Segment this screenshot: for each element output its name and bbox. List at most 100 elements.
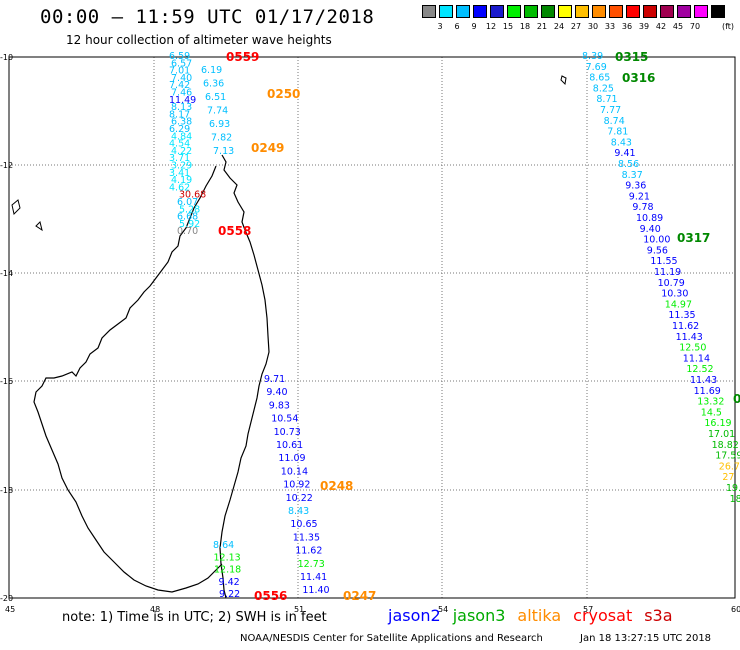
wave-height-value: 9.40 [640, 224, 661, 235]
pass-id-label: 0 [733, 392, 740, 406]
wave-height-value: 0.70 [177, 226, 198, 237]
wave-height-value: 5.92 [179, 219, 200, 230]
madagascar-coastline [11, 75, 567, 599]
wave-height-value: 5.28 [179, 204, 200, 215]
lat-tick-label: -12 [0, 161, 13, 170]
wave-height-value: 11.43 [690, 375, 717, 386]
wave-height-value: 7.69 [586, 62, 607, 73]
colorbar-swatch [558, 5, 572, 18]
wave-height-value: 14.97 [665, 299, 692, 310]
wave-height-value: 8.64 [213, 540, 234, 551]
wave-height-value: 11.55 [650, 256, 677, 267]
pass-id-label: 0558 [218, 224, 251, 238]
wave-height-value: 11.35 [293, 532, 320, 543]
colorbar-swatch [643, 5, 657, 18]
lon-tick-label: 57 [583, 605, 593, 614]
wave-height-value: 9.36 [625, 181, 646, 192]
wave-height-value: 12.73 [298, 559, 325, 570]
wave-height-value: 7.82 [211, 133, 232, 144]
wave-observations: 6.596.577.017.407.427.4611.498.138.176.3… [169, 51, 740, 600]
satellite-legend-item: cryosat [573, 606, 633, 625]
colorbar-swatch [422, 5, 436, 18]
wave-height-value: 10.79 [658, 278, 685, 289]
colorbar-label: 30 [587, 22, 599, 31]
wave-height-value: 18 [730, 494, 740, 505]
wave-height-value: 8.71 [596, 94, 617, 105]
colorbar-swatch [592, 5, 606, 18]
colorbar-swatch [711, 5, 725, 18]
wave-height-value: 7.42 [169, 80, 190, 91]
wave-height-value: 6.36 [203, 79, 224, 90]
colorbar-label: 33 [604, 22, 616, 31]
wave-height-value: 9.40 [266, 387, 287, 398]
colorbar-swatch [575, 5, 589, 18]
wave-height-value: 10.61 [276, 440, 303, 451]
island-east [560, 75, 567, 86]
satellite-legend-item: altika [517, 606, 562, 625]
colorbar-swatch [541, 5, 555, 18]
wave-height-value: 9.41 [614, 148, 635, 159]
pass-id-label: 0556 [254, 589, 287, 603]
wave-height-value: 10.65 [290, 519, 317, 530]
wave-height-value: 8.56 [618, 159, 639, 170]
colorbar-swatch [694, 5, 708, 18]
wave-height-value: 8.39 [582, 51, 603, 62]
wave-height-value: 8.25 [593, 83, 614, 94]
colorbar-label: 9 [471, 22, 477, 31]
wave-height-value: 19. [726, 483, 740, 494]
wave-height-value: 9.42 [219, 577, 240, 588]
footer-credit: NOAA/NESDIS Center for Satellite Applica… [240, 633, 543, 644]
colorbar-label: 3 [437, 22, 443, 31]
lon-tick-label: 51 [294, 605, 304, 614]
colorbar-swatch [626, 5, 640, 18]
wave-height-value: 10.73 [274, 427, 301, 438]
island-comoros-1 [11, 199, 21, 215]
pass-labels: 0559 0250 0249 0558 0248 0556 0247 0315 0316 0317… [218, 50, 740, 603]
wave-height-value: 11.14 [683, 353, 710, 364]
wave-height-value: 26.7 [719, 461, 740, 472]
pass-id-label: 0250 [267, 87, 300, 101]
colorbar-label: 39 [638, 22, 650, 31]
wave-height-value: 11.40 [302, 585, 329, 596]
island-comoros-2 [35, 221, 43, 232]
colorbar-label: 24 [553, 22, 565, 31]
wave-height-value: 7.81 [607, 127, 628, 138]
wave-height-value: 9.78 [632, 202, 653, 213]
lat-tick-label: -20 [0, 594, 13, 603]
colorbar-label: 70 [689, 22, 701, 31]
wave-height-value: 11.35 [668, 310, 695, 321]
pass-id-label: 0316 [622, 71, 655, 85]
lon-tick-label: 60 [731, 605, 740, 614]
wave-height-value: 6.51 [205, 92, 226, 103]
colorbar-swatch [456, 5, 470, 18]
lat-tick-label: -14 [0, 269, 13, 278]
wave-height-value: 12.18 [214, 565, 241, 576]
wave-height-value: 7.13 [213, 146, 234, 157]
wave-height-value: 30.68 [179, 190, 206, 201]
wave-height-value: 12.50 [679, 343, 706, 354]
wave-height-value: 6.07 [177, 197, 198, 208]
wave-height-value: 14.5 [701, 407, 722, 418]
wave-height-value: 9.56 [647, 245, 668, 256]
pass-id-label: 0315 [615, 50, 648, 64]
colorbar-swatch [524, 5, 538, 18]
colorbar-label: 6 [454, 22, 460, 31]
wave-height-value: 12.13 [214, 552, 241, 563]
wave-height-value: 8.13 [171, 102, 192, 113]
wave-height-value: 9.83 [269, 400, 290, 411]
wave-height-value: 11.49 [169, 95, 196, 106]
wave-height-value: 11.62 [672, 321, 699, 332]
wave-height-value: 17.59 [715, 451, 740, 462]
colorbar-swatch [439, 5, 453, 18]
wave-height-value: 8.65 [589, 73, 610, 84]
wave-height-value: 3.29 [171, 161, 192, 172]
wave-height-value: 4.19 [171, 175, 192, 186]
wave-height-value: 10.14 [281, 466, 308, 477]
map-frame [8, 56, 736, 599]
wave-height-value: 8.17 [169, 109, 190, 120]
wave-height-value: 7.74 [207, 106, 228, 117]
wave-height-value: 3.41 [169, 168, 190, 179]
satellite-legend: jason2 jason3 altika cryosat s3a [388, 606, 685, 625]
wave-height-value: 7.46 [171, 88, 192, 99]
satellite-legend-item: jason3 [452, 606, 506, 625]
